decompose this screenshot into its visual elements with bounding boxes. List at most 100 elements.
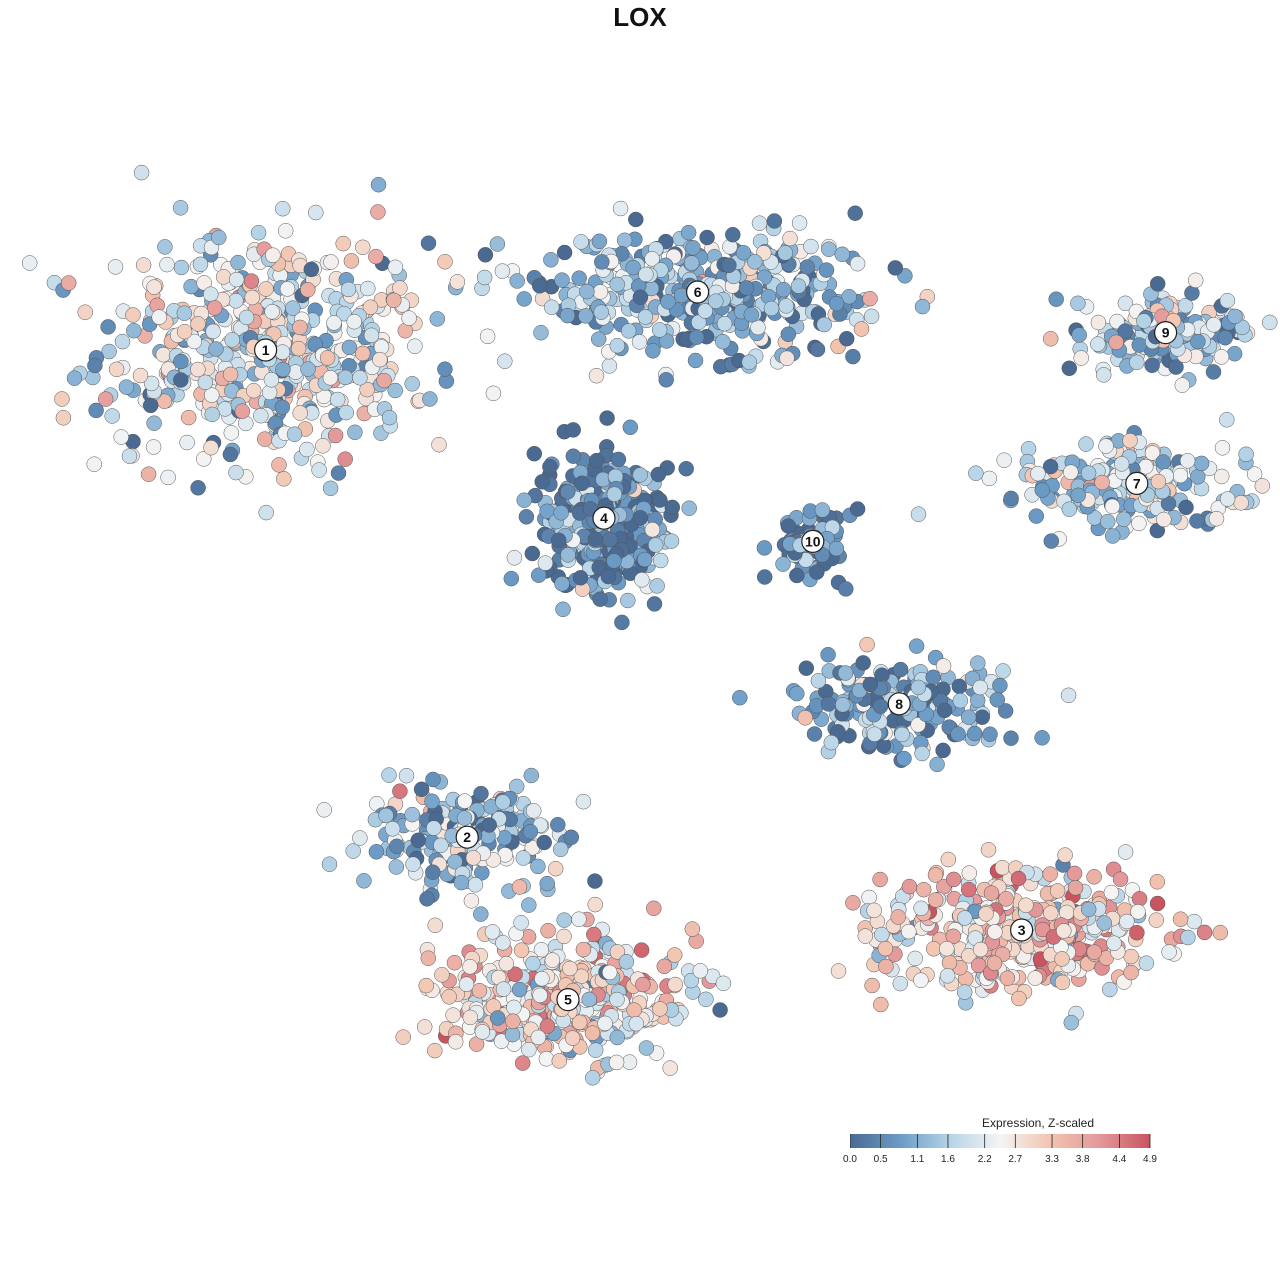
data-point (838, 330, 855, 347)
data-point (601, 358, 618, 374)
data-point (601, 964, 618, 981)
data-point (538, 1051, 555, 1067)
data-point (797, 710, 813, 726)
data-point (1148, 912, 1165, 928)
data-point (798, 660, 815, 676)
data-point (588, 452, 605, 469)
data-point (1073, 350, 1089, 366)
data-point (503, 570, 520, 587)
data-point (563, 829, 580, 846)
data-point (160, 469, 176, 486)
data-point (593, 304, 609, 320)
data-point (936, 702, 953, 719)
data-point (968, 465, 984, 481)
data-point (370, 204, 386, 220)
data-point (354, 345, 371, 362)
data-point (534, 474, 550, 490)
data-point (126, 322, 142, 339)
data-point (666, 947, 683, 963)
data-point (516, 492, 532, 508)
data-point (782, 230, 798, 247)
data-point (818, 262, 835, 278)
data-point (837, 665, 854, 681)
cluster-label-marker (592, 506, 616, 530)
data-point (644, 251, 660, 267)
data-point (330, 465, 347, 481)
data-point (925, 669, 941, 686)
data-point (1063, 1014, 1080, 1031)
data-point (77, 304, 93, 320)
data-point (1108, 334, 1124, 351)
data-point (660, 294, 676, 310)
data-point (646, 596, 663, 612)
data-point (632, 510, 649, 526)
data-point (809, 341, 826, 358)
data-point (575, 941, 592, 958)
data-point (1144, 445, 1161, 461)
data-point (565, 422, 581, 438)
cluster-label-marker (685, 280, 710, 304)
data-point (180, 409, 197, 426)
data-point (828, 295, 845, 312)
data-point (1212, 924, 1229, 941)
data-point (526, 445, 543, 462)
data-point (1043, 533, 1060, 549)
data-point (1090, 336, 1106, 352)
data-point (996, 452, 1012, 468)
data-point (274, 399, 291, 416)
data-point (1149, 895, 1166, 912)
data-point (516, 291, 532, 307)
data-point (862, 290, 878, 307)
data-point (651, 322, 668, 338)
data-point (927, 892, 944, 908)
data-point (386, 292, 402, 309)
data-point (308, 204, 324, 221)
data-point (708, 293, 724, 309)
data-point (656, 958, 673, 975)
data-point (835, 697, 851, 713)
data-point (821, 241, 837, 257)
data-point (547, 860, 564, 877)
data-point (446, 954, 463, 971)
data-point (901, 923, 917, 940)
data-point (810, 673, 827, 689)
data-point (972, 679, 988, 696)
data-point (416, 1019, 433, 1035)
data-point (574, 475, 590, 492)
data-point (387, 382, 403, 399)
data-point (401, 310, 417, 326)
data-point (504, 1026, 521, 1043)
data-point (995, 663, 1011, 679)
data-point (638, 266, 654, 283)
data-point (820, 696, 837, 712)
data-point (276, 471, 292, 487)
data-point (612, 200, 629, 217)
data-point (356, 873, 372, 889)
data-point (636, 551, 653, 568)
data-point (550, 532, 567, 549)
data-point (387, 259, 404, 276)
data-point (494, 263, 511, 279)
data-point (222, 446, 239, 463)
data-point (1034, 730, 1050, 746)
data-point (600, 568, 617, 585)
data-point (584, 1070, 601, 1086)
data-point (925, 941, 942, 957)
data-point (173, 259, 190, 276)
data-point (908, 638, 925, 654)
data-point (951, 678, 968, 695)
data-point (441, 989, 457, 1005)
data-point (388, 859, 405, 875)
data-point (1070, 487, 1086, 504)
data-point (828, 540, 845, 557)
data-point (345, 843, 361, 859)
data-point (845, 895, 861, 911)
data-point (244, 289, 260, 306)
data-point (534, 970, 550, 987)
cluster-label-7: 7 (1133, 475, 1141, 491)
data-point (1213, 349, 1230, 365)
colorbar-tick-label: 3.3 (1045, 1154, 1059, 1165)
data-point (1129, 354, 1145, 371)
data-point (554, 576, 570, 592)
data-point (173, 372, 189, 388)
